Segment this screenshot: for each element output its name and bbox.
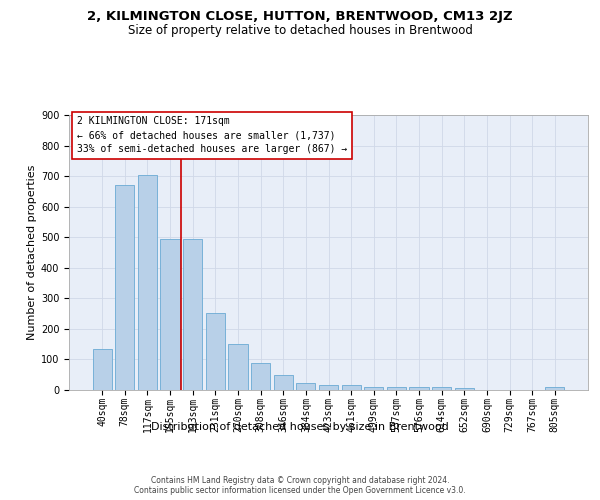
Bar <box>206 312 225 390</box>
Bar <box>319 384 338 390</box>
Bar <box>455 388 474 390</box>
Text: Contains HM Land Registry data © Crown copyright and database right 2024.
Contai: Contains HM Land Registry data © Crown c… <box>134 476 466 495</box>
Bar <box>296 384 316 390</box>
Bar <box>432 387 451 390</box>
Bar <box>251 364 270 390</box>
Bar <box>545 387 565 390</box>
Bar <box>387 387 406 390</box>
Bar <box>274 374 293 390</box>
Bar <box>229 344 248 390</box>
Bar <box>183 240 202 390</box>
Bar <box>409 387 428 390</box>
Bar <box>92 349 112 390</box>
Bar <box>115 184 134 390</box>
Text: Distribution of detached houses by size in Brentwood: Distribution of detached houses by size … <box>151 422 449 432</box>
Bar <box>160 240 180 390</box>
Text: 2 KILMINGTON CLOSE: 171sqm
← 66% of detached houses are smaller (1,737)
33% of s: 2 KILMINGTON CLOSE: 171sqm ← 66% of deta… <box>77 116 347 154</box>
Bar <box>364 387 383 390</box>
Text: 2, KILMINGTON CLOSE, HUTTON, BRENTWOOD, CM13 2JZ: 2, KILMINGTON CLOSE, HUTTON, BRENTWOOD, … <box>87 10 513 23</box>
Y-axis label: Number of detached properties: Number of detached properties <box>26 165 37 340</box>
Bar <box>138 174 157 390</box>
Text: Size of property relative to detached houses in Brentwood: Size of property relative to detached ho… <box>128 24 472 37</box>
Bar <box>341 384 361 390</box>
